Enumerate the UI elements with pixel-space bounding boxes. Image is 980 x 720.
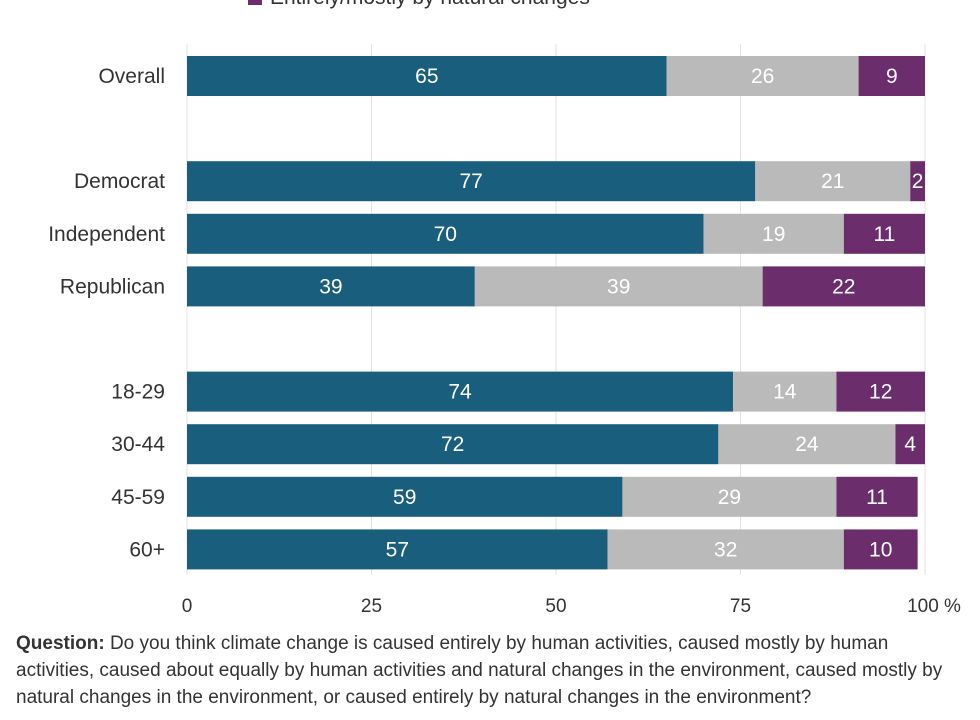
category-label-30-44: 30-44 [111,433,165,456]
bar-segment-60--s2 [843,529,918,570]
data-label-democrat-s0: 77 [459,170,482,193]
category-label-60-: 60+ [129,538,165,561]
data-label-overall-s1: 26 [751,65,774,88]
question-footnote: Question: Do you think climate change is… [16,630,966,711]
bar-segment-overall-s1 [666,56,859,96]
data-label-30-44-s0: 72 [441,433,464,456]
data-label-overall-s2: 9 [886,65,898,88]
data-label-30-44-s2: 4 [904,433,916,456]
bar-segment-18-29-s0 [187,371,734,412]
category-label-45-59: 45-59 [111,486,165,509]
bar-segment-45-59-s0 [187,476,623,517]
bar-segment-overall-s0 [187,56,667,96]
data-label-republican-s0: 39 [319,275,342,298]
bar-segment-democrat-s0 [187,161,756,202]
bar-segment-18-29-s2 [836,371,925,412]
data-label-independent-s1: 19 [762,223,785,246]
data-label-18-29-s2: 12 [869,381,892,404]
x-tick-label-25: 25 [361,596,382,617]
bar-segment-overall-s2 [858,56,925,96]
data-label-45-59-s2: 11 [866,486,888,509]
legend-swatch-natural [248,0,262,5]
data-label-30-44-s1: 24 [795,433,819,456]
data-label-45-59-s0: 59 [393,486,416,509]
chart-legend: Entirely/mostly by natural changes [248,0,590,10]
data-label-18-29-s1: 14 [773,381,797,404]
x-tick-label-75: 75 [730,596,751,617]
x-tick-label-100: 100 % [907,596,961,617]
data-label-republican-s1: 39 [607,275,630,298]
bar-segment-45-59-s2 [836,476,918,517]
x-tick-label-0: 0 [182,596,193,617]
bar-segment-60--s0 [187,529,608,570]
bar-segment-republican-s1 [474,266,763,307]
data-label-60--s2: 10 [869,538,892,561]
question-label: Question: [16,633,105,654]
data-label-independent-s0: 70 [434,223,457,246]
data-label-60--s0: 57 [386,538,409,561]
bar-segment-independent-s2 [843,213,925,254]
bar-segment-30-44-s0 [187,424,719,465]
bar-segment-45-59-s1 [622,476,837,517]
bar-segment-democrat-s1 [755,161,911,202]
data-label-democrat-s2: 2 [912,170,924,193]
bar-segment-democrat-s2 [910,161,925,202]
category-label-independent: Independent [48,223,165,246]
bar-segment-independent-s0 [187,213,704,254]
bar-segment-30-44-s2 [895,424,925,465]
bar-segment-30-44-s1 [718,424,896,465]
data-label-45-59-s1: 29 [718,486,741,509]
category-label-republican: Republican [60,275,165,298]
legend-label-natural: Entirely/mostly by natural changes [270,0,590,10]
bar-segment-republican-s2 [762,266,925,307]
data-label-overall-s0: 65 [415,65,438,88]
data-label-18-29-s0: 74 [448,381,472,404]
category-label-democrat: Democrat [74,170,165,193]
bar-segment-18-29-s1 [733,371,837,412]
bar-segment-independent-s1 [703,213,844,254]
x-tick-label-50: 50 [545,596,566,617]
bar-segment-republican-s0 [187,266,475,307]
category-label-overall: Overall [98,65,165,88]
data-label-independent-s2: 11 [874,223,896,246]
bar-segment-60--s1 [607,529,844,570]
data-label-democrat-s1: 21 [821,170,844,193]
category-label-18-29: 18-29 [111,381,165,404]
data-label-60--s1: 32 [714,538,737,561]
question-text: Do you think climate change is caused en… [16,633,943,708]
data-label-republican-s2: 22 [832,275,855,298]
